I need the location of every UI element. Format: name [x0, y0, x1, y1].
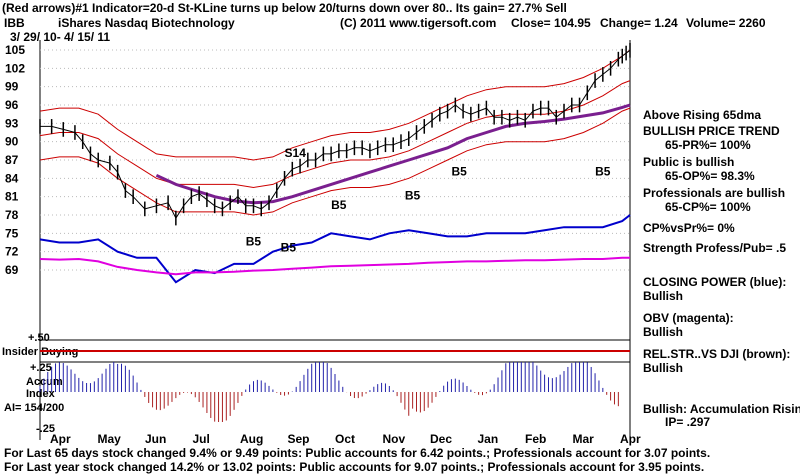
right-label: Strength Profess/Pub= .5 [643, 241, 787, 255]
ai-value: AI= 154/200 [4, 402, 65, 414]
month-label: Jul [193, 432, 210, 446]
right-label: Bullish [643, 325, 684, 339]
accum-tick-minus25: -.25 [36, 423, 55, 435]
footer-line-65days: For Last 65 days stock changed 9.4% or 9… [4, 446, 711, 460]
signal-marker: B5 [595, 164, 611, 178]
right-label: Bullish [643, 361, 684, 375]
price-tick-label: 102 [5, 61, 25, 75]
signal-marker: B5 [405, 189, 421, 203]
price-tick-label: 84 [5, 171, 19, 185]
signal-marker: B5 [451, 164, 467, 178]
date-range: 3/ 29/ 10- 4/ 15/ 11 [10, 30, 111, 44]
month-label: Dec [430, 432, 452, 446]
month-label: Feb [525, 432, 546, 446]
security-name: iShares Nasdaq Biotechnology [58, 16, 235, 30]
obv-line [39, 256, 630, 276]
month-label: Apr [50, 432, 71, 446]
right-label: Bullish [643, 289, 684, 303]
right-label: Professionals are bullish [643, 186, 786, 200]
accum-tick-plus50: +.50 [28, 332, 50, 344]
right-label: Above Rising 65dma [643, 108, 762, 122]
price-tick-label: 105 [5, 43, 25, 57]
month-label: Sep [288, 432, 310, 446]
footer-line-year: For Last year stock changed 14.2% or 13.… [4, 460, 705, 474]
price-tick-label: 96 [5, 98, 19, 112]
price-tick-label: 69 [5, 263, 19, 277]
price-line [40, 49, 631, 220]
signal-marker: S14 [285, 146, 307, 160]
signal-marker: B5 [281, 241, 297, 255]
month-label: Oct [335, 432, 355, 446]
price-tick-label: 78 [5, 208, 19, 222]
upper-band-line [39, 49, 631, 161]
signal-marker: B5 [331, 198, 347, 212]
ticker-label: IBB [4, 16, 25, 30]
right-label: OBV (magenta): [643, 311, 734, 325]
price-tick-label: 87 [5, 153, 19, 167]
month-label: May [98, 432, 122, 446]
right-label: 65-PR%= 100% [665, 138, 751, 152]
right-label: IP= .297 [665, 415, 711, 429]
price-tick-label: 99 [5, 80, 19, 94]
volume-value: Volume= 2260 [686, 16, 766, 30]
close-value: Close= 104.95 [511, 16, 591, 30]
accum-tick-plus25: +.25 [30, 362, 52, 374]
month-label: Jan [478, 432, 499, 446]
right-label: BULLISH PRICE TREND [643, 124, 780, 138]
lower-band-line [39, 107, 631, 216]
month-label: Mar [573, 432, 595, 446]
month-label: Apr [620, 432, 641, 446]
signal-marker: B5 [246, 235, 262, 249]
ma65-line [155, 103, 631, 205]
indicator-line: (Red arrows)#1 Indicator=20-d St-KLine t… [2, 1, 567, 15]
price-tick-label: 90 [5, 135, 19, 149]
right-label: 65-OP%= 98.3% [665, 169, 755, 183]
copyright: (C) 2011 www.tigersoft.com [340, 16, 497, 30]
month-label: Jun [145, 432, 166, 446]
price-tick-label: 81 [5, 190, 19, 204]
right-label: 65-CP%= 100% [665, 200, 751, 214]
right-label: CP%vsPr%= 0% [643, 221, 735, 235]
price-tick-label: 75 [5, 226, 19, 240]
change-value: Change= 1.24 [600, 16, 678, 30]
closing-power-line [39, 214, 631, 284]
month-label: Aug [240, 432, 263, 446]
month-label: Nov [383, 432, 406, 446]
right-label: Public is bullish [643, 155, 735, 169]
middle-band-line [39, 80, 631, 189]
right-label: Bullish: Accumulation Rising [643, 402, 800, 416]
right-label: CLOSING POWER (blue): [643, 275, 787, 289]
price-tick-label: 93 [5, 116, 19, 130]
right-label: REL.STR..VS DJI (brown): [643, 347, 791, 361]
price-tick-label: 72 [5, 245, 19, 259]
